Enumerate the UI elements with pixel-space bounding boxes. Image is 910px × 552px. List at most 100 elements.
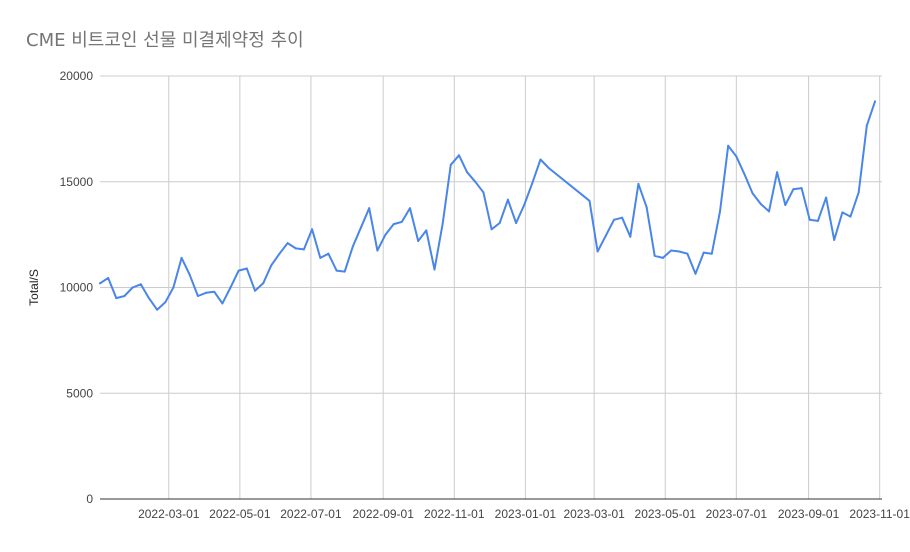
data-point — [792, 188, 795, 191]
data-point — [99, 282, 101, 285]
data-point — [311, 228, 314, 231]
data-point — [710, 252, 713, 255]
data-point — [621, 216, 624, 219]
data-point — [368, 207, 371, 210]
data-point — [409, 207, 411, 210]
data-point — [319, 256, 322, 259]
data-point — [433, 268, 436, 271]
data-point — [115, 297, 118, 300]
x-tick-label: 2022-07-01 — [280, 507, 342, 521]
data-point — [425, 229, 428, 232]
data-point — [351, 245, 354, 248]
data-point — [539, 158, 542, 161]
data-point — [531, 181, 534, 184]
y-tick-label: 20000 — [60, 69, 94, 83]
y-axis-title: Total/S — [27, 269, 41, 306]
data-point — [808, 218, 811, 221]
series — [99, 100, 876, 311]
data-point — [629, 235, 632, 238]
data-point — [768, 210, 770, 213]
data-point — [833, 238, 836, 241]
x-tick-label: 2022-11-01 — [424, 507, 485, 521]
data-point — [474, 180, 477, 183]
data-point — [343, 270, 346, 273]
data-point — [515, 222, 518, 224]
data-point — [719, 210, 721, 213]
data-point — [417, 240, 420, 242]
data-point — [506, 198, 509, 201]
data-point — [702, 251, 705, 254]
data-point — [449, 163, 452, 166]
data-point — [229, 286, 232, 289]
data-point — [172, 286, 175, 289]
data-point — [841, 211, 844, 214]
x-tick-label: 2023-07-01 — [706, 507, 768, 521]
data-point — [596, 250, 599, 253]
data-point — [661, 256, 664, 259]
data-point — [147, 297, 150, 300]
data-point — [743, 173, 746, 176]
data-point — [694, 272, 697, 275]
data-point — [384, 233, 387, 236]
data-point — [637, 182, 640, 185]
data-point — [865, 124, 868, 127]
chart-title: CME 비트코인 선물 미결제약정 추이 — [26, 30, 304, 51]
data-point — [237, 269, 240, 272]
x-tick-label: 2023-03-01 — [563, 507, 625, 521]
data-point — [376, 249, 379, 252]
y-tick-label: 10000 — [60, 281, 94, 295]
data-point — [278, 252, 281, 255]
data-point — [205, 291, 208, 294]
data-point — [262, 282, 265, 285]
x-tick-label: 2022-09-01 — [353, 507, 415, 521]
data-point — [776, 171, 779, 174]
data-point — [482, 191, 485, 194]
x-tick-label: 2023-05-01 — [635, 507, 697, 521]
data-point — [784, 204, 787, 206]
data-point — [392, 223, 395, 226]
gridlines — [100, 75, 882, 499]
y-tick-label: 5000 — [66, 386, 93, 400]
data-point — [678, 250, 681, 253]
data-point — [686, 252, 689, 255]
data-point — [816, 219, 819, 222]
x-tick-label: 2022-05-01 — [209, 507, 271, 521]
data-point — [400, 220, 403, 223]
data-point — [490, 228, 493, 231]
data-point — [466, 171, 469, 174]
data-point — [604, 234, 607, 237]
y-tick-label: 15000 — [60, 175, 94, 189]
data-point — [727, 144, 730, 147]
data-point — [213, 290, 216, 293]
x-tick-label: 2023-01-01 — [495, 507, 557, 521]
data-point — [653, 254, 656, 257]
data-point — [123, 295, 126, 297]
data-point — [131, 286, 134, 289]
series-line — [99, 100, 876, 311]
data-point — [180, 256, 183, 259]
data-point — [221, 302, 224, 305]
data-point — [294, 247, 297, 250]
data-point — [751, 192, 754, 195]
data-point — [156, 308, 159, 311]
data-point — [327, 252, 330, 255]
data-point — [245, 267, 248, 270]
data-point — [613, 218, 615, 221]
data-point — [335, 269, 338, 272]
data-point — [139, 283, 142, 286]
data-point — [547, 167, 550, 169]
data-point — [735, 155, 738, 158]
x-tick-label: 2023-11-01 — [849, 507, 910, 521]
y-tick-label: 0 — [86, 492, 93, 506]
x-tick-label: 2023-09-01 — [778, 507, 840, 521]
data-point — [458, 154, 460, 157]
data-point — [874, 100, 876, 103]
data-point — [800, 187, 803, 190]
data-point — [825, 196, 828, 199]
data-point — [196, 295, 199, 297]
data-point — [302, 248, 305, 251]
data-point — [670, 249, 673, 252]
data-point — [188, 273, 191, 276]
